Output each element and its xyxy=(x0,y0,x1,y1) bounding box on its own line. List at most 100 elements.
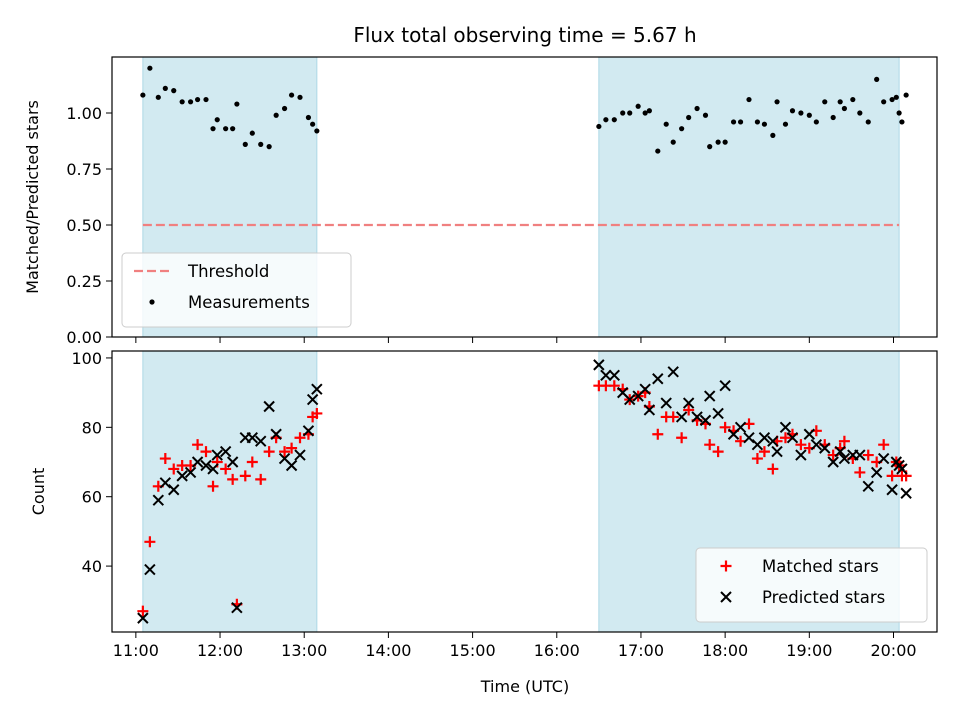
predicted-stars-point xyxy=(639,383,651,395)
measurements-point xyxy=(620,110,626,116)
predicted-stars-point xyxy=(743,432,755,444)
measurements-point xyxy=(203,96,209,103)
y-tick-label: 0.25 xyxy=(66,272,102,291)
predicted-stars-point xyxy=(862,480,874,493)
measurements-point xyxy=(857,110,863,116)
predicted-stars-point xyxy=(810,438,823,451)
matched-stars-point xyxy=(246,456,258,468)
legend-box xyxy=(121,252,352,328)
count-frame xyxy=(111,350,938,633)
ratio-marks xyxy=(140,65,909,227)
measurements-point xyxy=(670,139,676,145)
measurements-point xyxy=(896,110,902,116)
measurements-point xyxy=(214,117,220,123)
x-tick-label: 19:00 xyxy=(786,641,832,660)
predicted-stars-point xyxy=(734,421,747,434)
predicted-stars-point xyxy=(886,484,898,496)
predicted-stars-point xyxy=(652,373,664,385)
plot-frame xyxy=(111,56,938,338)
predicted-stars-point xyxy=(719,379,731,392)
measurements-point xyxy=(603,117,609,123)
x-tick-label: 16:00 xyxy=(534,641,580,660)
observing-windows xyxy=(142,57,900,337)
measurements-point xyxy=(635,103,641,109)
measurements-point xyxy=(194,96,201,103)
x-tick-label: 20:00 xyxy=(870,641,916,660)
predicted-stars-point xyxy=(306,393,319,406)
measurements-point xyxy=(903,92,909,98)
matched-stars-point xyxy=(667,411,679,423)
measurements-point xyxy=(642,110,648,116)
predicted-stars-point xyxy=(246,432,259,444)
legend-entry-measurements-swatch xyxy=(149,299,155,305)
predicted-stars-point xyxy=(200,459,212,472)
measurements-point xyxy=(281,105,288,112)
legend-entry-matched-stars: Matched stars xyxy=(762,557,879,576)
measurements-point xyxy=(147,65,153,71)
y-tick-label: 40 xyxy=(82,557,102,576)
predicted-stars-point xyxy=(184,466,197,479)
y-tick-label: 0.75 xyxy=(66,160,102,179)
measurements-point xyxy=(646,108,652,114)
predicted-stars-point xyxy=(226,456,239,468)
legend-entry-predicted-stars-swatch xyxy=(720,591,732,603)
matched-stars-point xyxy=(854,466,866,478)
predicted-stars-point xyxy=(771,445,783,458)
measurements-point xyxy=(611,117,617,123)
matched-stars-point xyxy=(294,432,306,444)
matched-stars-point xyxy=(795,439,807,451)
matched-stars-point xyxy=(239,470,251,482)
matched-stars-point xyxy=(207,480,219,492)
count-legend: Matched stars Predicted stars xyxy=(695,547,928,623)
predicted-stars-point xyxy=(900,487,912,499)
matched-stars-point xyxy=(719,421,731,433)
predicted-stars-point xyxy=(675,411,688,423)
x-tick-label: 11:00 xyxy=(113,641,159,660)
measurements-point xyxy=(223,126,229,132)
count-y-axis-label: Count xyxy=(29,468,48,516)
ratio-axes: 0.00 0.25 0.50 0.75 1.00 xyxy=(66,104,895,347)
y-tick-label: 0.50 xyxy=(66,216,102,235)
measurements-point xyxy=(899,119,905,125)
matched-stars-point xyxy=(838,435,850,447)
measurements-point xyxy=(686,114,692,121)
observing-window-1 xyxy=(142,351,317,632)
measurements-point xyxy=(210,126,216,132)
matched-stars-point xyxy=(779,432,791,444)
predicted-stars-point xyxy=(758,432,771,444)
matched-stars-point xyxy=(676,432,688,444)
y-tick-label: 1.00 xyxy=(66,104,102,123)
measurements-point xyxy=(258,141,264,147)
x-tick-label: 18:00 xyxy=(702,641,748,660)
measurements-point xyxy=(679,126,685,132)
measurements-point xyxy=(770,132,776,138)
measurements-point xyxy=(798,110,804,116)
measurements-point xyxy=(187,99,194,105)
predicted-stars-point xyxy=(219,445,232,458)
predicted-stars-point xyxy=(767,435,779,447)
predicted-stars-point xyxy=(838,452,851,465)
measurements-point xyxy=(722,139,728,145)
measurements-point xyxy=(242,141,248,147)
y-tick-label: 100 xyxy=(71,349,102,368)
predicted-stars-point xyxy=(877,452,890,465)
measurements-point xyxy=(627,110,633,116)
predicted-stars-point xyxy=(682,397,695,409)
x-tick-label: 17:00 xyxy=(618,641,664,660)
x-tick-label: 13:00 xyxy=(281,641,327,660)
measurements-point xyxy=(782,121,789,127)
measurements-point xyxy=(273,112,279,118)
predicted-stars-point xyxy=(255,435,267,447)
measurements-point xyxy=(230,126,236,132)
observing-window-2 xyxy=(598,57,900,337)
predicted-stars-point xyxy=(712,407,724,420)
measurements-point xyxy=(789,108,796,114)
measurements-point xyxy=(730,119,737,125)
predicted-stars-point xyxy=(786,432,799,444)
x-tick-label: 12:00 xyxy=(197,641,243,660)
predicted-stars-point xyxy=(152,494,165,506)
predicted-stars-point xyxy=(285,459,298,472)
measurements-point xyxy=(813,119,819,125)
measurements-point xyxy=(596,123,602,130)
